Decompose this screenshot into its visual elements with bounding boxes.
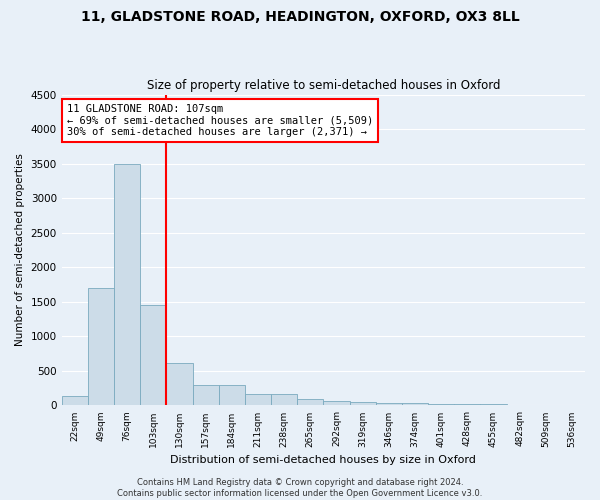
Bar — [428, 404, 454, 406]
Bar — [323, 401, 350, 406]
Bar — [376, 402, 402, 406]
Text: Contains HM Land Registry data © Crown copyright and database right 2024.
Contai: Contains HM Land Registry data © Crown c… — [118, 478, 482, 498]
Bar — [297, 399, 323, 406]
Bar — [218, 386, 245, 406]
Bar — [454, 404, 481, 406]
Bar — [114, 164, 140, 406]
Bar — [140, 306, 166, 406]
Bar — [481, 404, 506, 406]
Bar — [350, 402, 376, 406]
Bar — [245, 394, 271, 406]
Bar — [166, 364, 193, 406]
Bar — [402, 404, 428, 406]
Y-axis label: Number of semi-detached properties: Number of semi-detached properties — [15, 154, 25, 346]
Bar — [88, 288, 114, 406]
Title: Size of property relative to semi-detached houses in Oxford: Size of property relative to semi-detach… — [146, 79, 500, 92]
Text: 11 GLADSTONE ROAD: 107sqm
← 69% of semi-detached houses are smaller (5,509)
30% : 11 GLADSTONE ROAD: 107sqm ← 69% of semi-… — [67, 104, 373, 137]
Bar — [62, 396, 88, 406]
Bar — [533, 404, 559, 406]
Bar — [506, 404, 533, 406]
Bar — [271, 394, 297, 406]
X-axis label: Distribution of semi-detached houses by size in Oxford: Distribution of semi-detached houses by … — [170, 455, 476, 465]
Text: 11, GLADSTONE ROAD, HEADINGTON, OXFORD, OX3 8LL: 11, GLADSTONE ROAD, HEADINGTON, OXFORD, … — [80, 10, 520, 24]
Bar — [193, 384, 218, 406]
Bar — [559, 405, 585, 406]
